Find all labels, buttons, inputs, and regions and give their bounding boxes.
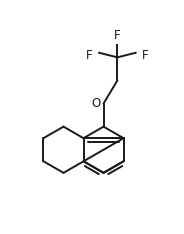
Text: F: F	[114, 29, 121, 42]
Text: F: F	[142, 49, 148, 62]
Text: F: F	[86, 49, 93, 62]
Text: O: O	[91, 97, 100, 110]
